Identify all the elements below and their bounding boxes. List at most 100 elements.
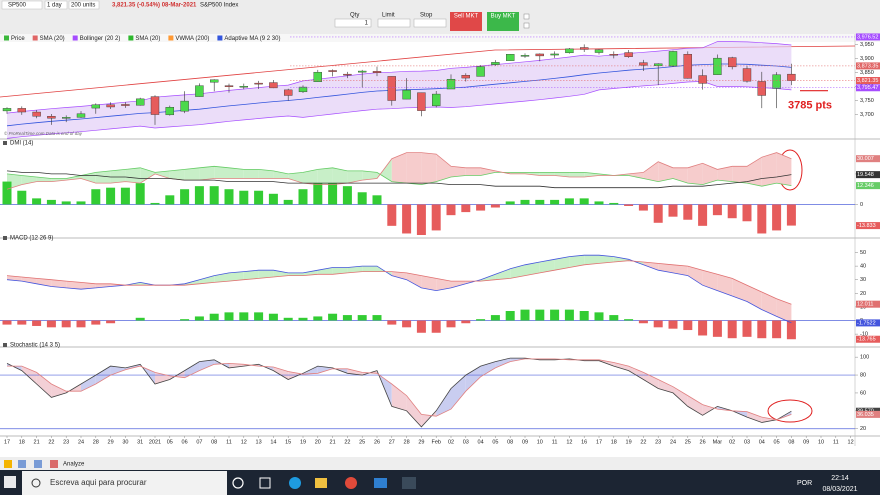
candle-body	[47, 116, 56, 119]
y-tick-label: 3,750	[860, 98, 874, 104]
histogram-bar	[209, 313, 219, 321]
taskbar-icon[interactable]	[374, 478, 387, 488]
x-tick-label: 12	[241, 439, 247, 445]
series-line	[6, 152, 792, 190]
histogram-bar	[357, 315, 367, 321]
fill-between	[747, 411, 762, 423]
panel-title: Stochastic (14 3 5)	[10, 343, 60, 349]
candle-body	[772, 74, 781, 89]
taskbar-icon[interactable]	[345, 477, 357, 489]
price-tag	[856, 33, 880, 41]
histogram-bar	[624, 204, 634, 206]
fill-between	[569, 172, 585, 177]
x-tick-label: 22	[48, 439, 54, 445]
histogram-bar	[490, 315, 500, 321]
candle-body	[195, 85, 204, 97]
taskbar-icon[interactable]	[232, 477, 244, 489]
y-tick-label: 3,900	[860, 56, 874, 62]
candle-body	[742, 68, 752, 82]
candle-body	[328, 70, 337, 72]
fill-between	[273, 367, 289, 380]
histogram-bar	[550, 199, 560, 205]
units[interactable]: 200 units	[71, 3, 95, 9]
candle-body	[535, 53, 544, 57]
fill-between	[214, 166, 229, 179]
histogram-bar	[254, 190, 264, 205]
symbol-box[interactable]	[1, 0, 43, 10]
taskbar-icon[interactable]	[402, 477, 416, 489]
histogram-bar	[683, 204, 693, 220]
fill-between	[229, 363, 244, 368]
qty-input[interactable]	[334, 18, 372, 28]
candle-body	[106, 104, 115, 108]
taskbar-icon[interactable]	[315, 478, 327, 488]
tool-icon[interactable]	[4, 460, 12, 468]
taskbar-icon[interactable]	[259, 477, 271, 489]
histogram-bar	[653, 204, 663, 223]
histogram-bar	[402, 320, 412, 328]
histogram-bar	[2, 181, 12, 205]
tool-icon[interactable]	[18, 460, 26, 468]
instrument-name: S&P500 Index	[200, 3, 238, 9]
fill-between	[465, 167, 481, 176]
candle-body	[402, 89, 411, 100]
sell-label[interactable]: Sell MKT	[454, 14, 479, 20]
histogram-bar	[17, 320, 27, 325]
qty[interactable]: 1	[365, 21, 369, 27]
histogram-bar	[476, 319, 486, 321]
fill-between	[110, 366, 126, 376]
search-box[interactable]	[22, 471, 227, 495]
sell-button[interactable]	[450, 12, 482, 31]
qty-label: Qty	[350, 13, 359, 19]
legend-bar	[0, 34, 880, 42]
histogram-bar	[135, 183, 145, 205]
period-box[interactable]	[44, 0, 68, 10]
candle-body	[121, 104, 130, 106]
units-box[interactable]	[68, 0, 100, 10]
tool-icon[interactable]	[34, 460, 42, 468]
period[interactable]: 1 day	[47, 3, 62, 9]
checkbox[interactable]	[523, 13, 530, 20]
y-tick-label: 30	[860, 277, 866, 283]
symbol[interactable]: SP500	[8, 3, 27, 9]
checkbox[interactable]	[523, 22, 530, 29]
taskbar-icon[interactable]	[289, 477, 301, 489]
y-tick-label: -10	[860, 332, 868, 338]
x-tick-label: 25	[685, 439, 691, 445]
histogram-bar	[564, 309, 574, 321]
histogram-bar	[594, 312, 604, 321]
language[interactable]: POR	[797, 480, 812, 487]
fill-between	[761, 291, 777, 317]
histogram-bar	[461, 204, 471, 213]
analyze[interactable]: Analyze	[63, 462, 85, 468]
x-tick-label: 12	[848, 439, 854, 445]
histogram-bar	[387, 320, 397, 325]
fill-between	[451, 281, 466, 288]
candle-body	[343, 73, 352, 76]
fill-between	[273, 170, 289, 179]
legend-swatch	[168, 35, 174, 41]
buy-button[interactable]	[487, 12, 519, 31]
start-button[interactable]	[4, 476, 16, 488]
panel-title-swatch	[3, 141, 7, 145]
clock-date[interactable]: 08/03/2021	[822, 486, 857, 493]
histogram-bar	[32, 198, 42, 205]
histogram-bar	[712, 204, 722, 216]
histogram-bar	[209, 186, 219, 205]
stop-input[interactable]	[413, 18, 447, 28]
candle-body	[432, 93, 441, 107]
clock-time[interactable]: 22:14	[831, 475, 849, 482]
fill-between	[288, 172, 303, 184]
fill-between	[273, 270, 289, 277]
candle-body	[668, 51, 678, 67]
candle-body	[358, 70, 367, 73]
limit-input[interactable]	[377, 18, 411, 28]
search-placeholder[interactable]: Escreva aqui para procurar	[50, 478, 147, 487]
candle-body	[787, 73, 796, 81]
series-line	[6, 81, 792, 139]
x-tick-label: 10	[537, 439, 543, 445]
candle-body	[476, 66, 485, 77]
buy-label[interactable]: Buy MKT	[491, 14, 516, 20]
tool-icon[interactable]	[50, 460, 58, 468]
histogram-bar	[387, 204, 397, 226]
